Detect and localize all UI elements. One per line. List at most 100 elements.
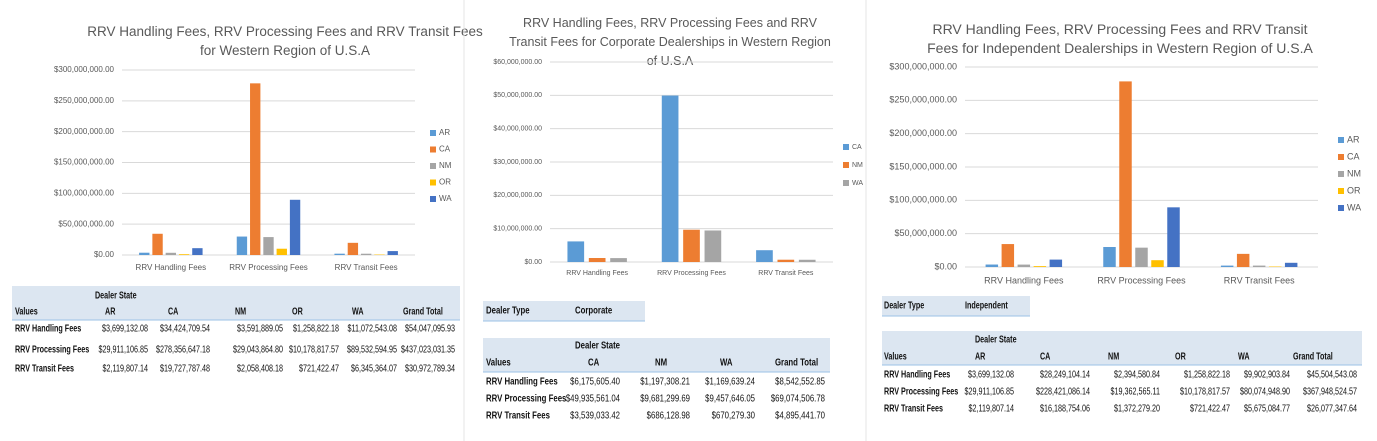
table-header-band <box>882 331 1362 365</box>
column-header: Values <box>486 357 511 368</box>
table-cell: $10,178,817.57 <box>1180 385 1230 396</box>
bar <box>1103 247 1116 267</box>
bar <box>756 250 773 262</box>
table-cell: $278,356,647.18 <box>156 343 210 354</box>
table-cell: $6,345,364.07 <box>351 362 397 373</box>
bar <box>165 252 177 255</box>
table-cell: $670,279.30 <box>712 410 755 421</box>
column-header: OR <box>1175 350 1186 361</box>
bar <box>289 199 301 255</box>
row-label: RRV Transit Fees <box>486 410 550 421</box>
legend-label: NM <box>852 162 863 169</box>
table-cell: $19,727,787.48 <box>160 362 210 373</box>
table-cell: $1,258,822.18 <box>293 322 339 333</box>
table-cell: $2,119,807.14 <box>969 402 1015 413</box>
bar <box>334 253 345 255</box>
bar <box>798 259 816 262</box>
y-tick-label: $50,000,000.00 <box>493 92 542 99</box>
row-label: RRV Transit Fees <box>884 402 943 413</box>
column-header: Values <box>884 350 907 361</box>
x-tick-label: RRV Handling Fees <box>984 275 1064 285</box>
table-cell: $26,077,347.64 <box>1307 402 1357 413</box>
legend-swatch <box>430 196 436 202</box>
filter-label: Dealer Type <box>884 299 924 310</box>
y-tick-label: $250,000,000.00 <box>889 95 957 105</box>
filter-box <box>882 296 1030 316</box>
column-header: WA <box>1238 350 1250 361</box>
legend-swatch <box>430 146 436 153</box>
table-header: Dealer State <box>975 333 1017 344</box>
legend-swatch <box>1338 171 1344 177</box>
table-cell: $19,362,565.11 <box>1111 385 1161 396</box>
bar <box>1049 259 1063 267</box>
y-tick-label: $10,000,000.00 <box>493 226 542 233</box>
legend-label: CA <box>439 145 451 154</box>
legend-swatch <box>430 179 436 186</box>
y-tick-label: $300,000,000.00 <box>889 61 957 71</box>
bar <box>1001 244 1015 267</box>
table-cell: $367,948,524.57 <box>1303 385 1357 396</box>
legend-swatch <box>430 130 436 136</box>
legend-label: WA <box>1347 202 1361 212</box>
column-header: AR <box>105 305 116 316</box>
legend-label: NM <box>1347 168 1361 178</box>
table-cell: $11,072,543.08 <box>348 322 398 333</box>
bar <box>1220 265 1234 267</box>
table-cell: $6,175,605.40 <box>570 376 620 387</box>
y-tick-label: $20,000,000.00 <box>493 192 542 199</box>
row-label: RRV Processing Fees <box>486 393 566 404</box>
table-cell: $49,935,561.04 <box>566 393 620 404</box>
bar <box>1167 207 1180 267</box>
y-tick-label: $30,000,000.00 <box>493 159 542 166</box>
bar <box>152 233 163 255</box>
table-cell: $54,047,095.93 <box>405 322 455 333</box>
y-tick-label: $200,000,000.00 <box>54 127 115 136</box>
bar <box>192 248 203 255</box>
table-cell: $16,188,754.06 <box>1040 402 1090 413</box>
table-cell: $3,699,132.08 <box>102 322 148 333</box>
y-tick-label: $250,000,000.00 <box>54 96 115 105</box>
y-tick-label: $150,000,000.00 <box>54 158 115 167</box>
x-tick-label: RRV Processing Fees <box>229 263 308 272</box>
table-cell: $3,539,033.42 <box>570 410 620 421</box>
table-cell: $3,699,132.08 <box>968 368 1014 379</box>
row-label: RRV Handling Fees <box>486 376 558 387</box>
y-tick-label: $100,000,000.00 <box>889 195 957 205</box>
column-header: NM <box>1108 350 1119 361</box>
bar <box>683 229 700 262</box>
column-header: NM <box>235 305 246 316</box>
table-cell: $2,119,807.14 <box>103 362 149 373</box>
table-cell: $10,178,817.57 <box>289 343 339 354</box>
column-header: CA <box>588 357 600 368</box>
bar <box>588 258 606 262</box>
column-header: CA <box>1040 350 1051 361</box>
y-tick-label: $200,000,000.00 <box>889 128 957 138</box>
column-header: NM <box>655 357 667 368</box>
filter-value: Corporate <box>575 305 612 316</box>
y-tick-label: $100,000,000.00 <box>54 188 115 197</box>
table-cell: $2,058,408.18 <box>237 362 283 373</box>
row-label: RRV Handling Fees <box>884 368 950 379</box>
column-header: Grand Total <box>775 357 818 368</box>
y-tick-label: $40,000,000.00 <box>493 126 542 133</box>
legend-swatch <box>1338 188 1344 194</box>
column-header: Grand Total <box>403 305 443 316</box>
column-header: Values <box>15 305 38 316</box>
legend-label: CA <box>1347 151 1360 161</box>
column-header: Grand Total <box>1293 350 1333 361</box>
bar <box>704 230 722 262</box>
table-cell: $8,542,552.85 <box>775 376 825 387</box>
legend-swatch <box>430 163 436 169</box>
table-header: Dealer State <box>95 289 137 300</box>
table-header-band <box>483 338 830 372</box>
table-cell: $1,169,639.24 <box>705 376 755 387</box>
legend-label: CA <box>852 144 862 151</box>
column-header: CA <box>168 305 179 316</box>
chart-title: RRV Handling Fees, RRV Processing Fees a… <box>87 24 483 58</box>
bar <box>276 248 287 255</box>
legend-swatch <box>843 162 849 168</box>
bar <box>387 251 398 255</box>
legend-swatch <box>843 144 849 150</box>
table-cell: $9,902,903.84 <box>1244 368 1290 379</box>
